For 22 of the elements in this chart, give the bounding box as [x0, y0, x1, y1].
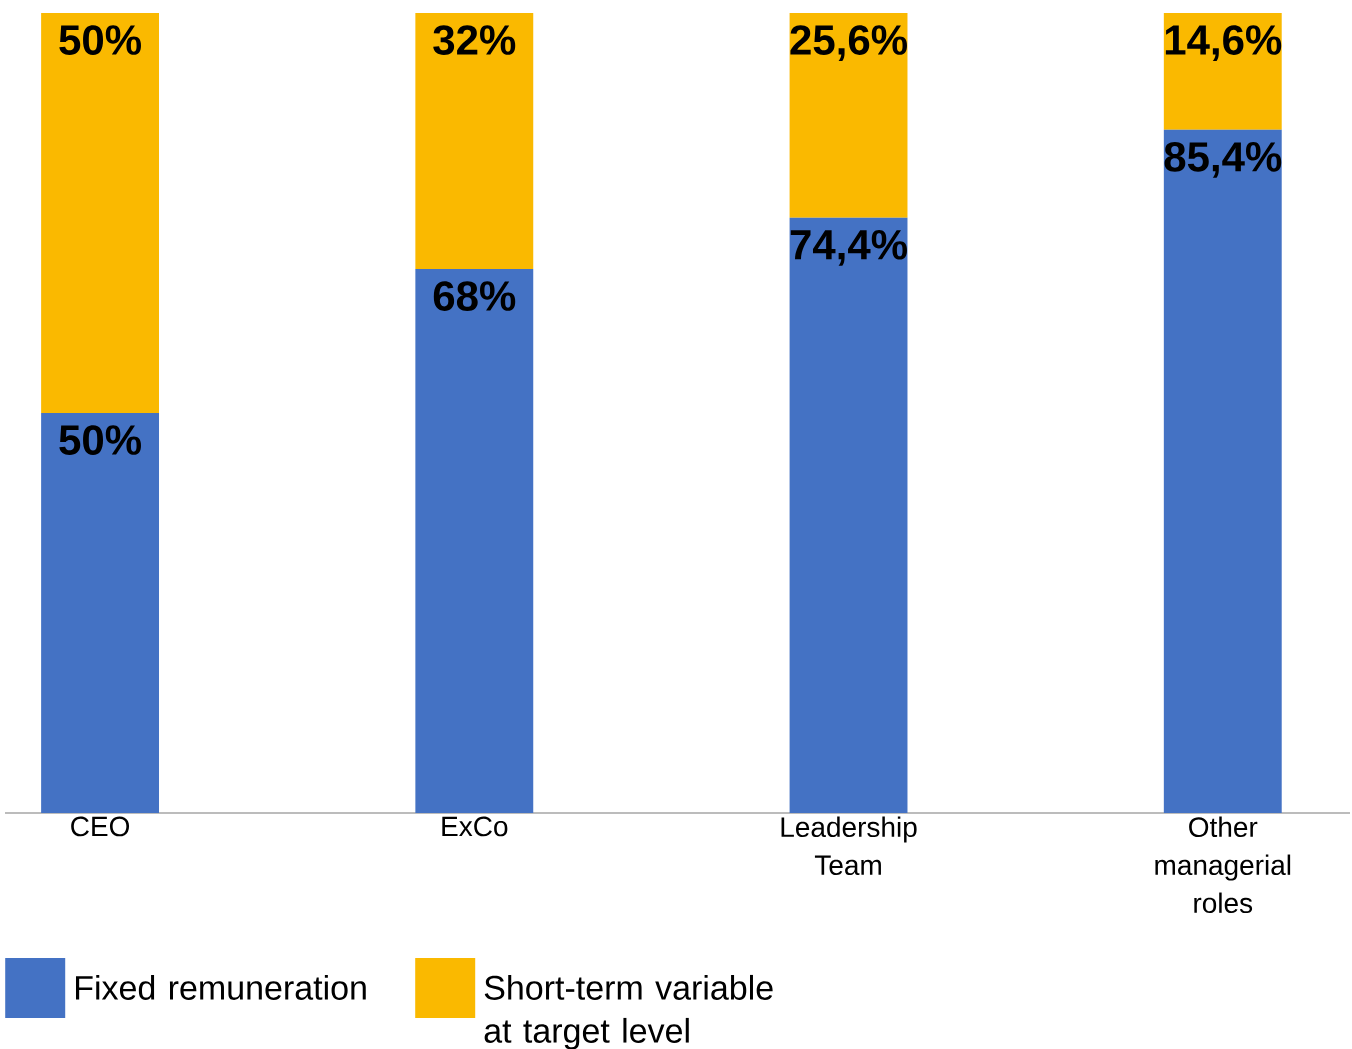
bar — [789, 12, 908, 218]
data-label: 85,4% — [1164, 141, 1282, 178]
data-label: 14,6% — [1165, 25, 1282, 62]
data-label: 74,4% — [790, 229, 907, 266]
legend-label: Fixed remuneration — [76, 974, 366, 1000]
x-tick-label: Other managerial roles — [1155, 816, 1291, 914]
bar — [41, 12, 160, 413]
data-label: 50% — [59, 425, 141, 455]
bar — [415, 268, 534, 813]
bar — [1163, 129, 1282, 813]
data-label: 50% — [59, 25, 141, 55]
bar — [789, 217, 908, 813]
bar — [415, 12, 534, 269]
x-tick-label: Leadership Team — [781, 816, 917, 876]
legend-label: Short-term variable at target level — [484, 974, 773, 1049]
x-tick-label: ExCo — [442, 816, 508, 837]
data-label: 25,6% — [790, 25, 907, 62]
data-label: 68% — [433, 281, 516, 311]
data-label: 32% — [433, 25, 516, 55]
bar — [1163, 12, 1282, 130]
x-tick-label: CEO — [71, 816, 130, 837]
bar — [41, 412, 160, 813]
